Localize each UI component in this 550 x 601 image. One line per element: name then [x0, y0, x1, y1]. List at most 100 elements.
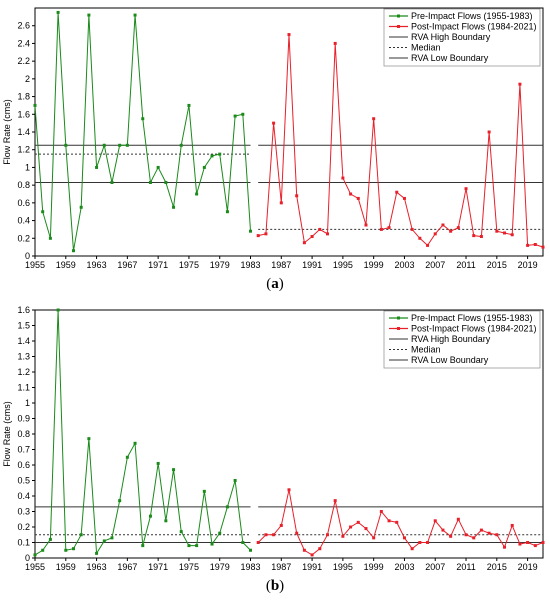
- data-point-pre-impact: [56, 10, 60, 14]
- legend-marker: [397, 327, 400, 330]
- data-point-pre-impact: [141, 544, 145, 548]
- legend-rva-low: RVA Low Boundary: [389, 53, 489, 63]
- data-point-pre-impact: [48, 537, 52, 541]
- data-point-post-impact: [287, 488, 291, 492]
- y-tick-label: 0.4: [17, 216, 30, 226]
- data-point-pre-impact: [195, 544, 199, 548]
- data-point-post-impact: [449, 229, 453, 233]
- x-tick-label: 2011: [456, 562, 475, 572]
- x-tick-label: 1959: [56, 562, 76, 572]
- data-point-pre-impact: [233, 479, 237, 482]
- y-tick-label: 0: [25, 251, 30, 261]
- legend-label: Pre-Impact Flows (1955-1983): [411, 313, 533, 323]
- data-point-post-impact: [472, 536, 476, 540]
- data-point-post-impact: [325, 232, 329, 236]
- data-point-post-impact: [526, 541, 530, 544]
- y-tick-label: 1: [25, 398, 30, 408]
- data-point-pre-impact: [187, 544, 191, 548]
- data-point-pre-impact: [48, 236, 52, 240]
- legend-median: Median: [389, 345, 441, 355]
- data-point-pre-impact: [241, 541, 245, 544]
- legend-label: Post-Impact Flows (1984-2021): [411, 22, 537, 32]
- y-axis-label: Flow Rate (cms): [2, 401, 12, 467]
- data-point-pre-impact: [33, 103, 37, 107]
- y-tick-label: 1.8: [17, 92, 30, 102]
- data-point-post-impact: [318, 547, 322, 551]
- data-point-post-impact: [302, 548, 306, 552]
- data-point-post-impact: [464, 533, 468, 537]
- legend-label: Pre-Impact Flows (1955-1983): [411, 11, 533, 21]
- data-point-pre-impact: [87, 437, 91, 441]
- data-point-pre-impact: [125, 143, 129, 147]
- data-point-post-impact: [341, 176, 345, 180]
- legend-marker: [397, 25, 400, 28]
- data-point-post-impact: [310, 553, 314, 557]
- y-tick-label: 1.4: [17, 336, 30, 346]
- legend-label: RVA Low Boundary: [411, 355, 489, 365]
- data-point-pre-impact: [148, 514, 152, 518]
- x-tick-label: 1999: [364, 562, 384, 572]
- data-point-pre-impact: [202, 489, 206, 493]
- data-point-post-impact: [464, 187, 468, 191]
- data-point-post-impact: [387, 226, 391, 230]
- data-point-post-impact: [264, 232, 268, 236]
- y-tick-label: 1.4: [17, 127, 30, 137]
- caption-b: (b): [0, 578, 550, 595]
- data-point-post-impact: [395, 520, 399, 524]
- data-point-post-impact: [441, 223, 445, 227]
- data-point-post-impact: [541, 541, 545, 544]
- x-tick-label: 2019: [518, 562, 538, 572]
- data-point-pre-impact: [195, 192, 199, 196]
- data-point-pre-impact: [164, 180, 168, 184]
- data-point-post-impact: [295, 531, 299, 535]
- caption-b-open: (: [265, 578, 271, 594]
- data-point-post-impact: [503, 545, 507, 549]
- x-tick-label: 1959: [56, 260, 76, 270]
- chart-b-svg: Flow Rate (cms) 0 0.1 0.2 0.3 0.4 0.5 0.6 0.7 0.8…: [2, 305, 545, 572]
- data-point-post-impact: [518, 82, 522, 86]
- data-point-post-impact: [372, 117, 376, 121]
- data-point-pre-impact: [64, 143, 68, 147]
- data-point-pre-impact: [172, 468, 176, 472]
- data-point-pre-impact: [141, 117, 145, 121]
- x-tick-label: 1971: [148, 260, 168, 270]
- legend-post-impact: Post-Impact Flows (1984-2021): [389, 324, 537, 334]
- y-tick-label: 1.2: [17, 367, 30, 377]
- y-tick-label: 2.2: [17, 56, 30, 66]
- data-point-pre-impact: [210, 542, 214, 546]
- data-point-post-impact: [395, 190, 399, 194]
- data-point-post-impact: [541, 245, 545, 249]
- data-point-post-impact: [356, 520, 360, 524]
- data-point-post-impact: [402, 196, 406, 200]
- data-point-post-impact: [256, 234, 260, 238]
- x-tick-label: 1967: [117, 562, 137, 572]
- data-point-post-impact: [479, 235, 483, 239]
- x-tick-label: 1975: [179, 260, 199, 270]
- data-point-post-impact: [487, 531, 491, 535]
- x-tick-label: 1979: [210, 562, 230, 572]
- data-point-pre-impact: [56, 308, 60, 312]
- data-point-pre-impact: [249, 229, 253, 233]
- data-point-pre-impact: [118, 143, 122, 147]
- legend-pre-impact: Pre-Impact Flows (1955-1983): [389, 11, 533, 21]
- data-point-post-impact: [333, 41, 337, 45]
- data-point-post-impact: [402, 536, 406, 540]
- data-point-post-impact: [379, 227, 383, 231]
- x-tick-label: 1995: [333, 562, 353, 572]
- data-point-pre-impact: [225, 505, 229, 509]
- data-point-pre-impact: [164, 519, 168, 523]
- data-point-post-impact: [433, 232, 437, 236]
- data-point-pre-impact: [41, 210, 45, 214]
- data-point-post-impact: [456, 226, 460, 230]
- data-point-pre-impact: [133, 13, 137, 17]
- x-tick-label: 2007: [425, 562, 445, 572]
- data-point-post-impact: [295, 194, 299, 198]
- y-tick-label: 1.3: [17, 352, 30, 362]
- data-point-pre-impact: [233, 114, 237, 118]
- x-tick-label: 1987: [271, 260, 291, 270]
- y-tick-label: 0.6: [17, 460, 30, 470]
- data-point-post-impact: [256, 541, 260, 544]
- x-tick-label: 1975: [179, 562, 199, 572]
- legend-rva-low: RVA Low Boundary: [389, 355, 489, 365]
- legend-label: Post-Impact Flows (1984-2021): [411, 324, 537, 334]
